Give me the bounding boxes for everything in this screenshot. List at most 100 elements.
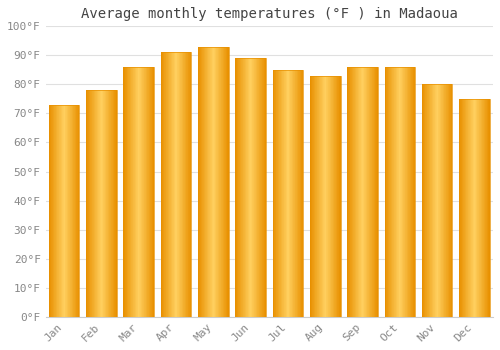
- Bar: [107, 90, 108, 317]
- Bar: [288, 70, 289, 317]
- Bar: [384, 67, 415, 317]
- Bar: [96, 90, 97, 317]
- Bar: [337, 76, 338, 317]
- Bar: [140, 67, 141, 317]
- Bar: [281, 70, 282, 317]
- Bar: [406, 67, 407, 317]
- Bar: [75, 105, 76, 317]
- Bar: [462, 99, 463, 317]
- Bar: [349, 67, 350, 317]
- Bar: [272, 70, 303, 317]
- Bar: [376, 67, 377, 317]
- Bar: [478, 99, 480, 317]
- Bar: [414, 67, 415, 317]
- Bar: [135, 67, 136, 317]
- Bar: [368, 67, 370, 317]
- Bar: [137, 67, 138, 317]
- Bar: [56, 105, 57, 317]
- Bar: [255, 58, 256, 317]
- Bar: [201, 47, 202, 317]
- Bar: [52, 105, 53, 317]
- Bar: [422, 84, 452, 317]
- Bar: [428, 84, 429, 317]
- Bar: [358, 67, 359, 317]
- Bar: [364, 67, 365, 317]
- Bar: [482, 99, 483, 317]
- Bar: [99, 90, 100, 317]
- Bar: [180, 52, 181, 317]
- Bar: [362, 67, 363, 317]
- Bar: [104, 90, 105, 317]
- Bar: [143, 67, 144, 317]
- Bar: [329, 76, 330, 317]
- Bar: [394, 67, 395, 317]
- Bar: [132, 67, 134, 317]
- Bar: [330, 76, 332, 317]
- Bar: [410, 67, 411, 317]
- Bar: [401, 67, 402, 317]
- Bar: [124, 67, 126, 317]
- Bar: [387, 67, 388, 317]
- Bar: [278, 70, 279, 317]
- Bar: [136, 67, 137, 317]
- Bar: [112, 90, 113, 317]
- Bar: [338, 76, 340, 317]
- Bar: [236, 58, 266, 317]
- Bar: [365, 67, 366, 317]
- Bar: [318, 76, 319, 317]
- Bar: [170, 52, 171, 317]
- Bar: [473, 99, 474, 317]
- Bar: [301, 70, 302, 317]
- Bar: [459, 99, 490, 317]
- Bar: [174, 52, 175, 317]
- Bar: [439, 84, 440, 317]
- Bar: [162, 52, 163, 317]
- Bar: [211, 47, 212, 317]
- Bar: [141, 67, 142, 317]
- Bar: [63, 105, 64, 317]
- Bar: [412, 67, 414, 317]
- Bar: [94, 90, 95, 317]
- Bar: [321, 76, 322, 317]
- Bar: [139, 67, 140, 317]
- Bar: [447, 84, 448, 317]
- Bar: [245, 58, 246, 317]
- Bar: [370, 67, 371, 317]
- Bar: [58, 105, 59, 317]
- Bar: [68, 105, 69, 317]
- Bar: [109, 90, 110, 317]
- Bar: [242, 58, 244, 317]
- Bar: [468, 99, 469, 317]
- Bar: [403, 67, 404, 317]
- Bar: [50, 105, 51, 317]
- Bar: [444, 84, 445, 317]
- Bar: [440, 84, 441, 317]
- Bar: [138, 67, 139, 317]
- Bar: [126, 67, 127, 317]
- Bar: [348, 67, 349, 317]
- Bar: [314, 76, 315, 317]
- Bar: [167, 52, 168, 317]
- Bar: [404, 67, 406, 317]
- Bar: [464, 99, 465, 317]
- Bar: [392, 67, 393, 317]
- Bar: [441, 84, 442, 317]
- Bar: [352, 67, 354, 317]
- Bar: [264, 58, 266, 317]
- Bar: [73, 105, 74, 317]
- Bar: [334, 76, 335, 317]
- Bar: [475, 99, 476, 317]
- Bar: [434, 84, 436, 317]
- Bar: [430, 84, 431, 317]
- Bar: [277, 70, 278, 317]
- Bar: [448, 84, 450, 317]
- Bar: [57, 105, 58, 317]
- Bar: [443, 84, 444, 317]
- Bar: [291, 70, 292, 317]
- Bar: [276, 70, 277, 317]
- Bar: [396, 67, 397, 317]
- Bar: [390, 67, 392, 317]
- Bar: [150, 67, 151, 317]
- Bar: [326, 76, 327, 317]
- Bar: [198, 47, 200, 317]
